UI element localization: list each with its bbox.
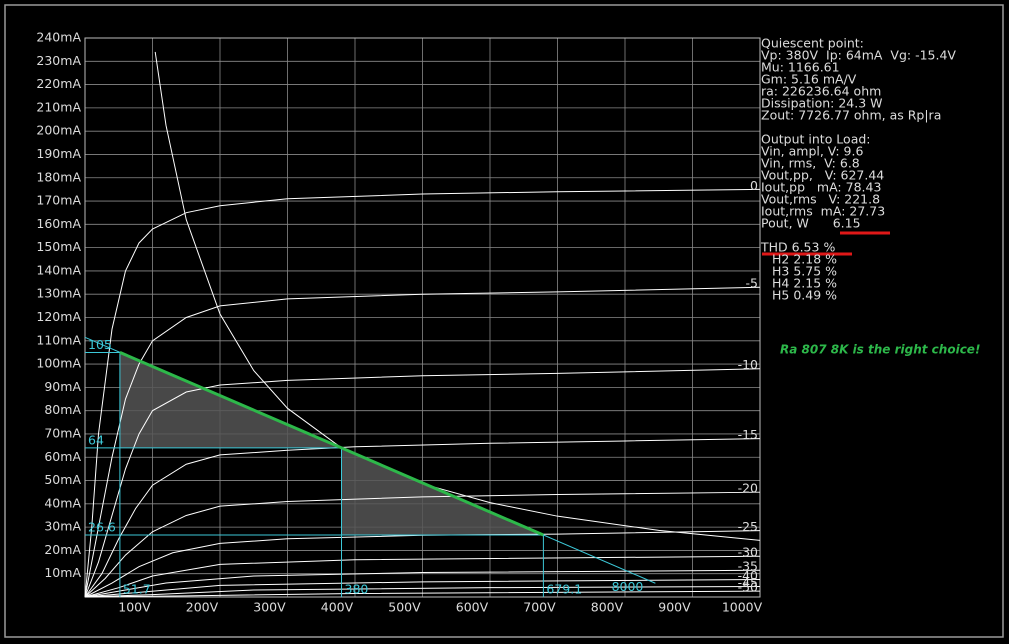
harmonic-line: THD 6.53 % xyxy=(760,240,835,255)
y-tick-label: 30mA xyxy=(44,519,81,534)
legend-label: -40 xyxy=(738,568,758,583)
y-tick-label: 100mA xyxy=(36,356,81,371)
plate-curve xyxy=(84,530,761,598)
y-tick-label: 70mA xyxy=(44,425,81,440)
info-line: Vin, ampl, V: 9.6 xyxy=(761,144,863,159)
y-tick-label: 210mA xyxy=(36,99,81,114)
y-tick-label: 40mA xyxy=(44,495,81,510)
plate-curve xyxy=(84,368,761,598)
info-line: Zout: 7726.77 ohm, as Rp|ra xyxy=(761,108,941,123)
y-tick-label: 90mA xyxy=(44,379,81,394)
y-tick-label: 50mA xyxy=(44,472,81,487)
point-x-label: 679.1 xyxy=(546,582,582,597)
dissipation-curve xyxy=(154,51,761,541)
legend-label: -15 xyxy=(738,427,758,442)
info-line: Vout,pp, V: 627.44 xyxy=(761,168,884,183)
info-line: ra: 226236.64 ohm xyxy=(761,84,881,99)
info-line: Vin, rms, V: 6.8 xyxy=(761,156,860,171)
info-line: Quiescent point: xyxy=(761,36,864,51)
y-tick-label: 80mA xyxy=(44,402,81,417)
legend-label: -45 xyxy=(738,575,758,590)
legend-label: -50 xyxy=(738,580,758,595)
plate-curve xyxy=(84,555,761,598)
info-line: Output into Load: xyxy=(761,132,871,147)
legend-label: -25 xyxy=(738,519,758,534)
y-tick-label: 110mA xyxy=(36,332,81,347)
plate-curve xyxy=(84,286,761,598)
point-y-label: 26.6 xyxy=(88,520,116,535)
plate-curve xyxy=(84,590,761,598)
legend-label: -30 xyxy=(738,545,758,560)
operating-load-line xyxy=(119,351,544,537)
plate-curve xyxy=(84,579,761,598)
plate-curve xyxy=(84,586,761,598)
x-tick-label: 100V xyxy=(118,600,151,615)
x-tick-label: 800V xyxy=(591,600,624,615)
point-y-label: 64 xyxy=(88,432,104,447)
y-tick-label: 160mA xyxy=(36,216,81,231)
x-tick-label: 900V xyxy=(658,600,691,615)
y-tick-label: 190mA xyxy=(36,146,81,161)
y-tick-label: 130mA xyxy=(36,286,81,301)
info-line: Dissipation: 24.3 W xyxy=(761,96,882,111)
x-tick-label: 600V xyxy=(456,600,489,615)
y-tick-label: 230mA xyxy=(36,53,81,68)
info-line: Iout,rms mA: 27.73 xyxy=(761,204,885,219)
info-line: Gm: 5.16 mA/V xyxy=(761,72,857,87)
legend-label: -35 xyxy=(738,559,758,574)
y-tick-label: 170mA xyxy=(36,193,81,208)
plot-border xyxy=(84,37,761,598)
info-line: Iout,pp mA: 78.43 xyxy=(761,180,881,195)
annotation: Ra 807 8K is the right choice! xyxy=(780,343,980,357)
point-x-label: 51.7 xyxy=(123,582,151,597)
y-tick-label: 200mA xyxy=(36,123,81,138)
plate-curve xyxy=(84,188,761,598)
point-y-label: 105 xyxy=(88,337,112,352)
harmonic-line: H2 2.18 % xyxy=(772,252,837,267)
plate-curve xyxy=(84,438,761,598)
plate-curve xyxy=(84,569,761,598)
legend-label: -20 xyxy=(738,481,758,496)
plate-curve xyxy=(84,491,761,598)
x-tick-label: 1000V xyxy=(722,600,763,615)
x-tick-label: 500V xyxy=(388,600,421,615)
y-tick-label: 20mA xyxy=(44,542,81,557)
x-tick-label: 300V xyxy=(253,600,286,615)
y-tick-label: 220mA xyxy=(36,76,81,91)
y-tick-label: 120mA xyxy=(36,309,81,324)
y-tick-label: 240mA xyxy=(36,30,81,45)
y-tick-label: 180mA xyxy=(36,169,81,184)
frame xyxy=(4,4,1004,638)
x-tick-label: 400V xyxy=(321,600,354,615)
harmonic-line: H4 2.15 % xyxy=(772,276,837,291)
y-tick-label: 10mA xyxy=(44,565,81,580)
legend-label: 0 xyxy=(750,178,758,193)
y-tick-label: 60mA xyxy=(44,449,81,464)
y-tick-label: 140mA xyxy=(36,262,81,277)
info-line: Pout, W 6.15 xyxy=(761,216,861,231)
info-line: Mu: 1166.61 xyxy=(761,60,840,75)
load-resistance-label: 8000 xyxy=(612,579,644,594)
info-line: Vout,rms V: 221.8 xyxy=(761,192,880,207)
harmonic-line: H5 0.49 % xyxy=(772,288,837,303)
legend-label: -10 xyxy=(738,357,758,372)
x-tick-label: 700V xyxy=(523,600,556,615)
harmonic-line: H3 5.75 % xyxy=(772,264,837,279)
info-line: Vp: 380V Ip: 64mA Vg: -15.4V xyxy=(761,48,956,63)
y-tick-label: 150mA xyxy=(36,239,81,254)
x-tick-label: 200V xyxy=(186,600,219,615)
point-x-label: 380 xyxy=(345,582,369,597)
legend-label: -5 xyxy=(746,276,758,291)
plot xyxy=(84,51,761,598)
